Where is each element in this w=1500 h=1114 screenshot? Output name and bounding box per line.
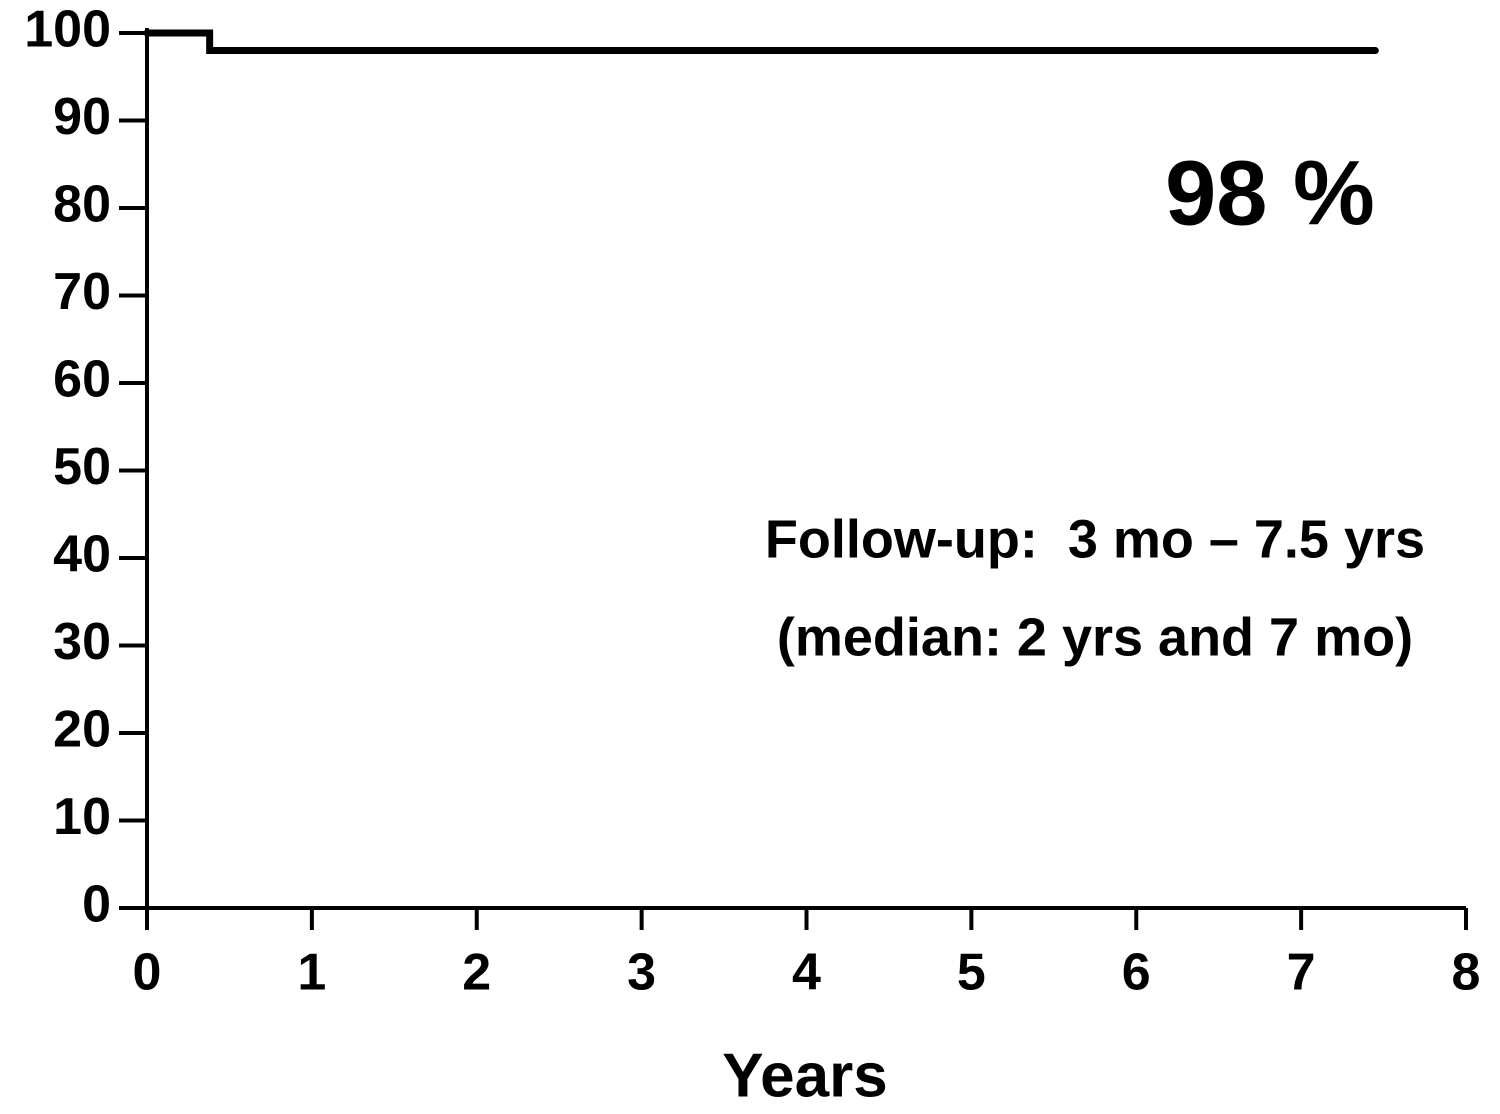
x-tick-label: 5 xyxy=(957,944,986,1002)
y-tick-label: 60 xyxy=(53,351,111,409)
y-tick-label: 40 xyxy=(53,526,111,584)
survival-line xyxy=(143,29,1379,54)
annotation: (median: 2 yrs and 7 mo) xyxy=(777,607,1413,667)
y-tick-label: 0 xyxy=(82,876,111,934)
x-tick-label: 8 xyxy=(1452,944,1481,1002)
annotation: Follow-up: 3 mo – 7.5 yrs xyxy=(765,509,1425,569)
y-tick-label: 100 xyxy=(24,1,111,59)
y-tick-label: 20 xyxy=(53,701,111,759)
x-tick-label: 0 xyxy=(133,944,162,1002)
x-tick-label: 2 xyxy=(462,944,491,1002)
x-tick-label: 6 xyxy=(1122,944,1151,1002)
y-tick-label: 90 xyxy=(53,88,111,146)
x-tick-label: 7 xyxy=(1287,944,1316,1002)
y-tick-label: 70 xyxy=(53,263,111,321)
y-tick-label: 80 xyxy=(53,176,111,234)
y-tick-label: 30 xyxy=(53,613,111,671)
annotation: 98 % xyxy=(1165,142,1375,244)
y-tick-label: 50 xyxy=(53,438,111,496)
x-tick-label: 4 xyxy=(792,944,821,1002)
x-axis-label: Years xyxy=(722,1041,888,1110)
x-tick-label: 1 xyxy=(297,944,326,1002)
x-tick-label: 3 xyxy=(627,944,656,1002)
y-tick-label: 10 xyxy=(53,788,111,846)
